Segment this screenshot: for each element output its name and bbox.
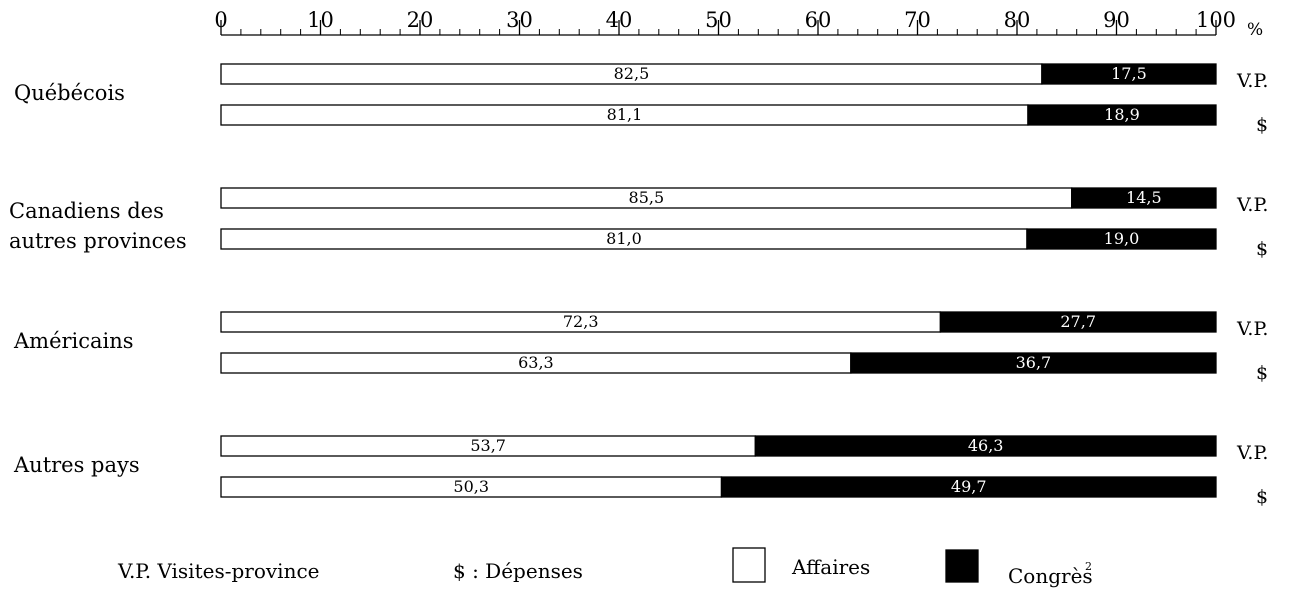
data-label-congres: 46,3	[968, 436, 1004, 455]
data-label-congres: 18,9	[1104, 105, 1140, 124]
legend-swatch-congres	[945, 549, 979, 583]
data-label-affaires: 85,5	[629, 188, 665, 207]
group-label: Autres pays	[13, 453, 140, 477]
data-label-affaires: 63,3	[518, 353, 554, 372]
x-tick-label: 20	[407, 8, 434, 32]
data-label-congres: 27,7	[1060, 312, 1096, 331]
data-label-congres: 19,0	[1104, 229, 1140, 248]
group-label: Canadiens des	[9, 199, 164, 223]
bar-congres	[1027, 104, 1217, 126]
x-tick-label: 70	[904, 8, 931, 32]
x-tick-label: 90	[1103, 8, 1130, 32]
data-label-affaires: 81,1	[607, 105, 643, 124]
measure-label: V.P.	[1236, 442, 1268, 464]
unit-label: %	[1247, 20, 1263, 40]
group-label: Américains	[13, 329, 134, 353]
legend-vp-text: V.P. Visites-province	[117, 559, 319, 583]
bar-congres	[850, 352, 1217, 374]
x-tick-label: 40	[606, 8, 633, 32]
data-label-congres: 17,5	[1111, 64, 1147, 83]
bar-congres	[754, 435, 1217, 457]
measure-label: $	[1256, 362, 1268, 384]
data-label-affaires: 81,0	[606, 229, 642, 248]
data-label-affaires: 50,3	[453, 477, 489, 496]
bar-congres	[1041, 63, 1217, 85]
bar-congres	[1071, 187, 1217, 209]
legend-affaires-text: Affaires	[791, 555, 870, 579]
x-tick-label: 100	[1196, 8, 1236, 32]
measure-label: $	[1256, 238, 1268, 260]
legend-congres-text: Congrès	[1008, 564, 1093, 588]
measure-label: $	[1256, 486, 1268, 508]
data-label-affaires: 72,3	[563, 312, 599, 331]
data-label-congres: 36,7	[1016, 353, 1052, 372]
data-label-congres: 14,5	[1126, 188, 1162, 207]
legend-dollar-text: $ : Dépenses	[453, 559, 583, 583]
bar-congres	[1026, 228, 1217, 250]
measure-label: V.P.	[1236, 194, 1268, 216]
group-label: Québécois	[14, 81, 125, 105]
x-tick-label: 0	[214, 8, 227, 32]
x-tick-label: 30	[506, 8, 533, 32]
x-tick-label: 80	[1004, 8, 1031, 32]
bar-congres	[720, 476, 1217, 498]
x-tick-label: 50	[705, 8, 732, 32]
legend-congres-footnote: 2	[1085, 560, 1092, 573]
group-label: autres provinces	[9, 229, 187, 253]
measure-label: V.P.	[1236, 318, 1268, 340]
x-tick-label: 10	[307, 8, 334, 32]
data-label-affaires: 53,7	[470, 436, 506, 455]
bar-congres	[939, 311, 1217, 333]
measure-label: V.P.	[1236, 70, 1268, 92]
data-label-congres: 49,7	[951, 477, 987, 496]
measure-label: $	[1256, 114, 1268, 136]
legend-swatch-affaires	[732, 547, 766, 583]
data-label-affaires: 82,5	[614, 64, 650, 83]
x-tick-label: 60	[805, 8, 832, 32]
